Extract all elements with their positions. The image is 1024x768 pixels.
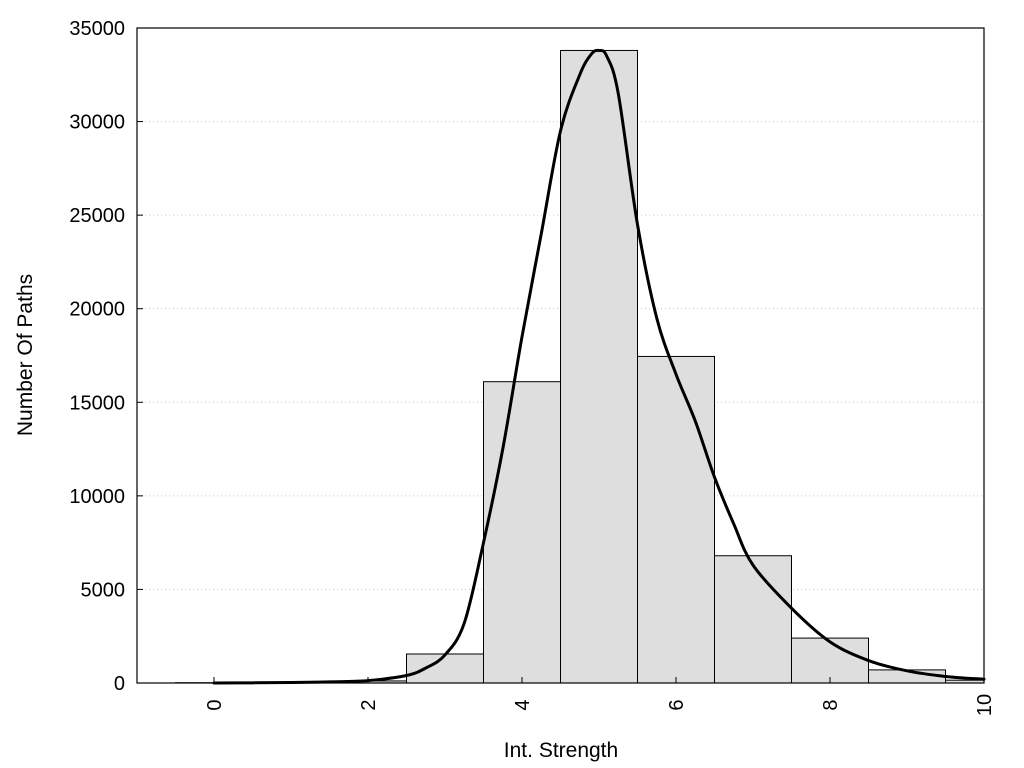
x-axis-ticks: 0 2 4 6 8 10 (204, 677, 996, 716)
y-tick-label: 30000 (69, 112, 125, 134)
y-tick-label: 25000 (69, 205, 125, 227)
y-axis-ticks: 0 5000 10000 15000 20000 25000 30000 35000 (69, 18, 143, 695)
curve-layer (212, 48, 986, 685)
histogram-bar (560, 49, 638, 684)
y-tick-label: 35000 (69, 18, 125, 40)
x-tick-label: 0 (204, 699, 226, 710)
histogram-bar (483, 381, 561, 684)
y-tick-label: 0 (114, 673, 125, 695)
x-axis-title: Int. Strength (504, 739, 618, 762)
histogram-bar (637, 355, 715, 684)
x-tick-label: 10 (974, 694, 996, 716)
plot-frame (136, 27, 985, 684)
y-tick-label: 15000 (69, 392, 125, 414)
x-tick-label: 6 (666, 699, 688, 710)
fit-curve-line (212, 48, 986, 685)
bars-layer (175, 49, 985, 684)
histogram-bar (714, 555, 792, 684)
histogram-bar (791, 637, 869, 684)
y-tick-label: 20000 (69, 299, 125, 321)
x-tick-label: 4 (512, 699, 534, 710)
x-tick-label: 8 (820, 699, 842, 710)
x-tick-label: 2 (358, 699, 380, 710)
y-tick-label: 5000 (81, 579, 126, 601)
y-tick-label: 10000 (69, 486, 125, 508)
y-axis-title: Number Of Paths (14, 274, 37, 436)
histogram-bar (406, 653, 484, 684)
